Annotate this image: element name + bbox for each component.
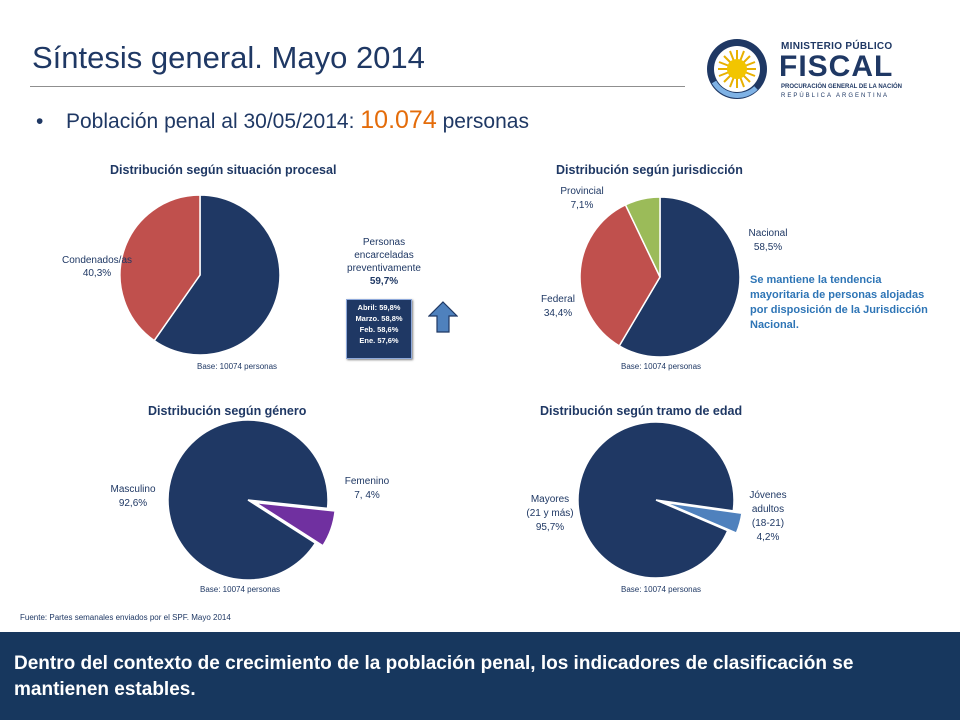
- base-jurisdiccion: Base: 10074 personas: [621, 362, 702, 371]
- pie-slice-1-1: [579, 203, 661, 347]
- pie-slice-2-0: [167, 419, 329, 581]
- label-provincial: Provincial 7,1%: [556, 185, 608, 213]
- footer-band: [0, 632, 960, 720]
- label-federal-value: 34,4%: [543, 308, 573, 319]
- trend-april: Abril: 59,8%: [357, 303, 401, 312]
- bullet-prefix: Población penal al 30/05/2014: [66, 110, 349, 133]
- label-jovenes-line-1: Jóvenes: [749, 490, 787, 501]
- trend-jan: Ene. 57,6%: [359, 336, 399, 345]
- page-title: Síntesis general. Mayo 2014: [32, 40, 425, 75]
- pie-slice-1-2: [624, 196, 661, 278]
- pie-slice-0-1: [119, 194, 201, 342]
- label-jovenes-line-2: adultos: [751, 504, 785, 515]
- label-femenino: Femenino 7, 4%: [341, 475, 393, 503]
- title-divider: [30, 86, 685, 87]
- chart-title-jurisdiccion: Distribución según jurisdicción: [556, 163, 743, 177]
- up-arrow-icon: [428, 301, 458, 333]
- label-federal: Federal 34,4%: [535, 293, 581, 321]
- population-bullet: • Población penal al 30/05/2014: 10.074 p…: [36, 106, 529, 135]
- label-preventivos: Personas encarceladas preventivamente 59…: [339, 236, 429, 288]
- label-condenados: Condenados/as 40,3%: [52, 254, 142, 280]
- label-nacional: Nacional 58,5%: [748, 227, 788, 255]
- bullet-colon: :: [348, 110, 355, 133]
- pie-slice-2-1: [255, 501, 336, 547]
- trend-march: Marzo. 58,8%: [355, 314, 403, 323]
- source-note: Fuente: Partes semanales enviados por el…: [20, 613, 231, 622]
- pie-slice-3-0: [577, 421, 735, 579]
- label-provincial-value: 7,1%: [570, 200, 594, 211]
- jurisdiction-note: Se mantiene la tendencia mayoritaria de …: [750, 274, 928, 331]
- pie-slice-3-1: [664, 501, 743, 535]
- logo-line-3: PROCURACIÓN GENERAL DE LA NACIÓN: [781, 84, 903, 90]
- logo-line-4: REPÚBLICA ARGENTINA: [781, 93, 890, 99]
- label-mayores-value: 95,7%: [535, 522, 565, 533]
- footer-text: Dentro del contexto de crecimiento de la…: [14, 653, 854, 700]
- label-jovenes-line-3: (18-21): [751, 518, 785, 529]
- chart-title-procesal: Distribución según situación procesal: [110, 163, 337, 177]
- label-preventivos-value: 59,7%: [369, 276, 399, 287]
- base-procesal: Base: 10074 personas: [197, 362, 278, 371]
- label-provincial-text: Provincial: [560, 186, 604, 197]
- chart-title-genero: Distribución según género: [148, 404, 307, 418]
- logo-line-2: FISCAL: [779, 50, 894, 83]
- mpf-logo: MINISTERIO PÚBLICO FISCAL PROCURACIÓN GE…: [706, 38, 902, 100]
- label-masculino-value: 92,6%: [118, 498, 148, 509]
- trend-box: Abril: 59,8% Marzo. 58,8% Feb. 58,6% Ene…: [346, 299, 412, 359]
- pie-slice-0-0: [153, 194, 281, 356]
- population-number: 10.074: [360, 106, 437, 134]
- label-masculino-text: Masculino: [110, 484, 156, 495]
- base-genero: Base: 10074 personas: [200, 585, 281, 594]
- label-mayores-line-1: Mayores: [530, 494, 570, 505]
- label-condenados-value: 40,3%: [82, 268, 112, 279]
- label-femenino-value: 7, 4%: [354, 490, 380, 501]
- label-femenino-text: Femenino: [344, 476, 390, 487]
- chart-title-edad: Distribución según tramo de edad: [540, 404, 743, 418]
- logo-line-1: MINISTERIO PÚBLICO: [781, 41, 893, 52]
- label-preventivos-text: Personas encarceladas preventivamente: [347, 237, 421, 274]
- base-edad: Base: 10074 personas: [621, 585, 702, 594]
- label-jovenes: Jóvenes adultos (18-21) 4,2%: [743, 489, 793, 545]
- label-mayores-line-2: (21 y más): [526, 508, 574, 519]
- label-condenados-text: Condenados/as: [61, 255, 133, 266]
- label-nacional-text: Nacional: [748, 228, 788, 239]
- bullet-glyph: •: [36, 110, 44, 133]
- label-federal-text: Federal: [541, 294, 575, 305]
- trend-feb: Feb. 58,6%: [359, 325, 399, 334]
- pie-slice-1-0: [618, 196, 741, 358]
- bullet-suffix: personas: [442, 110, 529, 133]
- label-masculino: Masculino 92,6%: [104, 483, 162, 511]
- label-mayores: Mayores (21 y más) 95,7%: [519, 493, 581, 535]
- label-jovenes-value: 4,2%: [756, 532, 780, 543]
- label-nacional-value: 58,5%: [753, 242, 783, 253]
- sun-emblem-icon: [707, 39, 767, 99]
